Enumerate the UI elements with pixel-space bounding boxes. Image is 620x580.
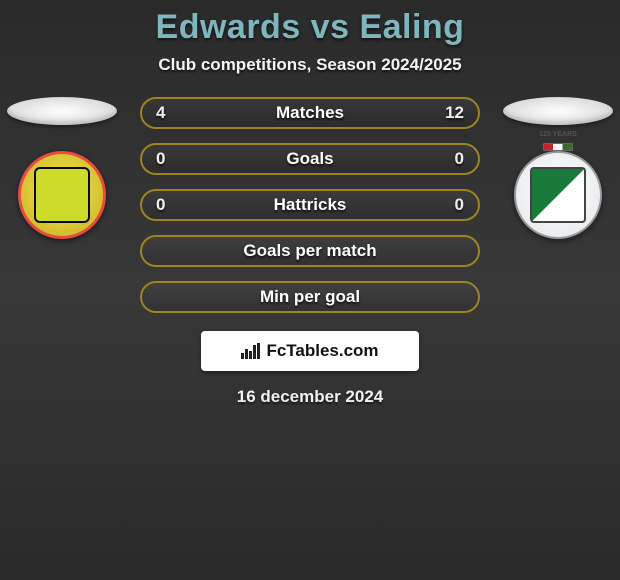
stat-bar-goals-per-match: Goals per match xyxy=(140,235,480,267)
stat-right-value: 0 xyxy=(455,149,464,169)
stat-left-value: 0 xyxy=(156,149,165,169)
stat-label: Goals xyxy=(286,149,333,169)
right-crest-top-text: 125 YEARS xyxy=(539,131,577,138)
left-country-icon xyxy=(7,97,117,125)
footer-date: 16 december 2024 xyxy=(237,387,384,407)
left-team-crest-icon[interactable] xyxy=(18,151,106,239)
stat-bars: 4 Matches 12 0 Goals 0 0 Hattricks 0 Goa… xyxy=(140,97,480,313)
stat-label: Min per goal xyxy=(260,287,360,307)
stat-label: Matches xyxy=(276,103,344,123)
right-crest-shield-icon xyxy=(530,167,586,223)
bar-chart-icon xyxy=(241,343,260,359)
right-country-icon xyxy=(503,97,613,125)
stat-right-value: 12 xyxy=(445,103,464,123)
right-team-crest-icon[interactable]: 125 YEARS xyxy=(514,151,602,239)
right-crest-flag-icon xyxy=(543,143,573,151)
stat-left-value: 0 xyxy=(156,195,165,215)
page-subtitle: Club competitions, Season 2024/2025 xyxy=(158,55,461,75)
stat-bar-min-per-goal: Min per goal xyxy=(140,281,480,313)
page-title: Edwards vs Ealing xyxy=(156,8,465,47)
stats-area: 4 Matches 12 0 Goals 0 0 Hattricks 0 Goa… xyxy=(0,97,620,313)
comparison-widget: Edwards vs Ealing Club competitions, Sea… xyxy=(0,0,620,407)
stat-label: Hattricks xyxy=(274,195,347,215)
right-team-column: 125 YEARS xyxy=(498,97,618,239)
stat-left-value: 4 xyxy=(156,103,165,123)
branding-text: FcTables.com xyxy=(266,341,378,361)
stat-bar-goals: 0 Goals 0 xyxy=(140,143,480,175)
stat-right-value: 0 xyxy=(455,195,464,215)
stat-bar-matches: 4 Matches 12 xyxy=(140,97,480,129)
left-team-column xyxy=(2,97,122,239)
stat-bar-hattricks: 0 Hattricks 0 xyxy=(140,189,480,221)
left-crest-shield-icon xyxy=(34,167,90,223)
stat-label: Goals per match xyxy=(243,241,376,261)
fctables-branding[interactable]: FcTables.com xyxy=(201,331,419,371)
